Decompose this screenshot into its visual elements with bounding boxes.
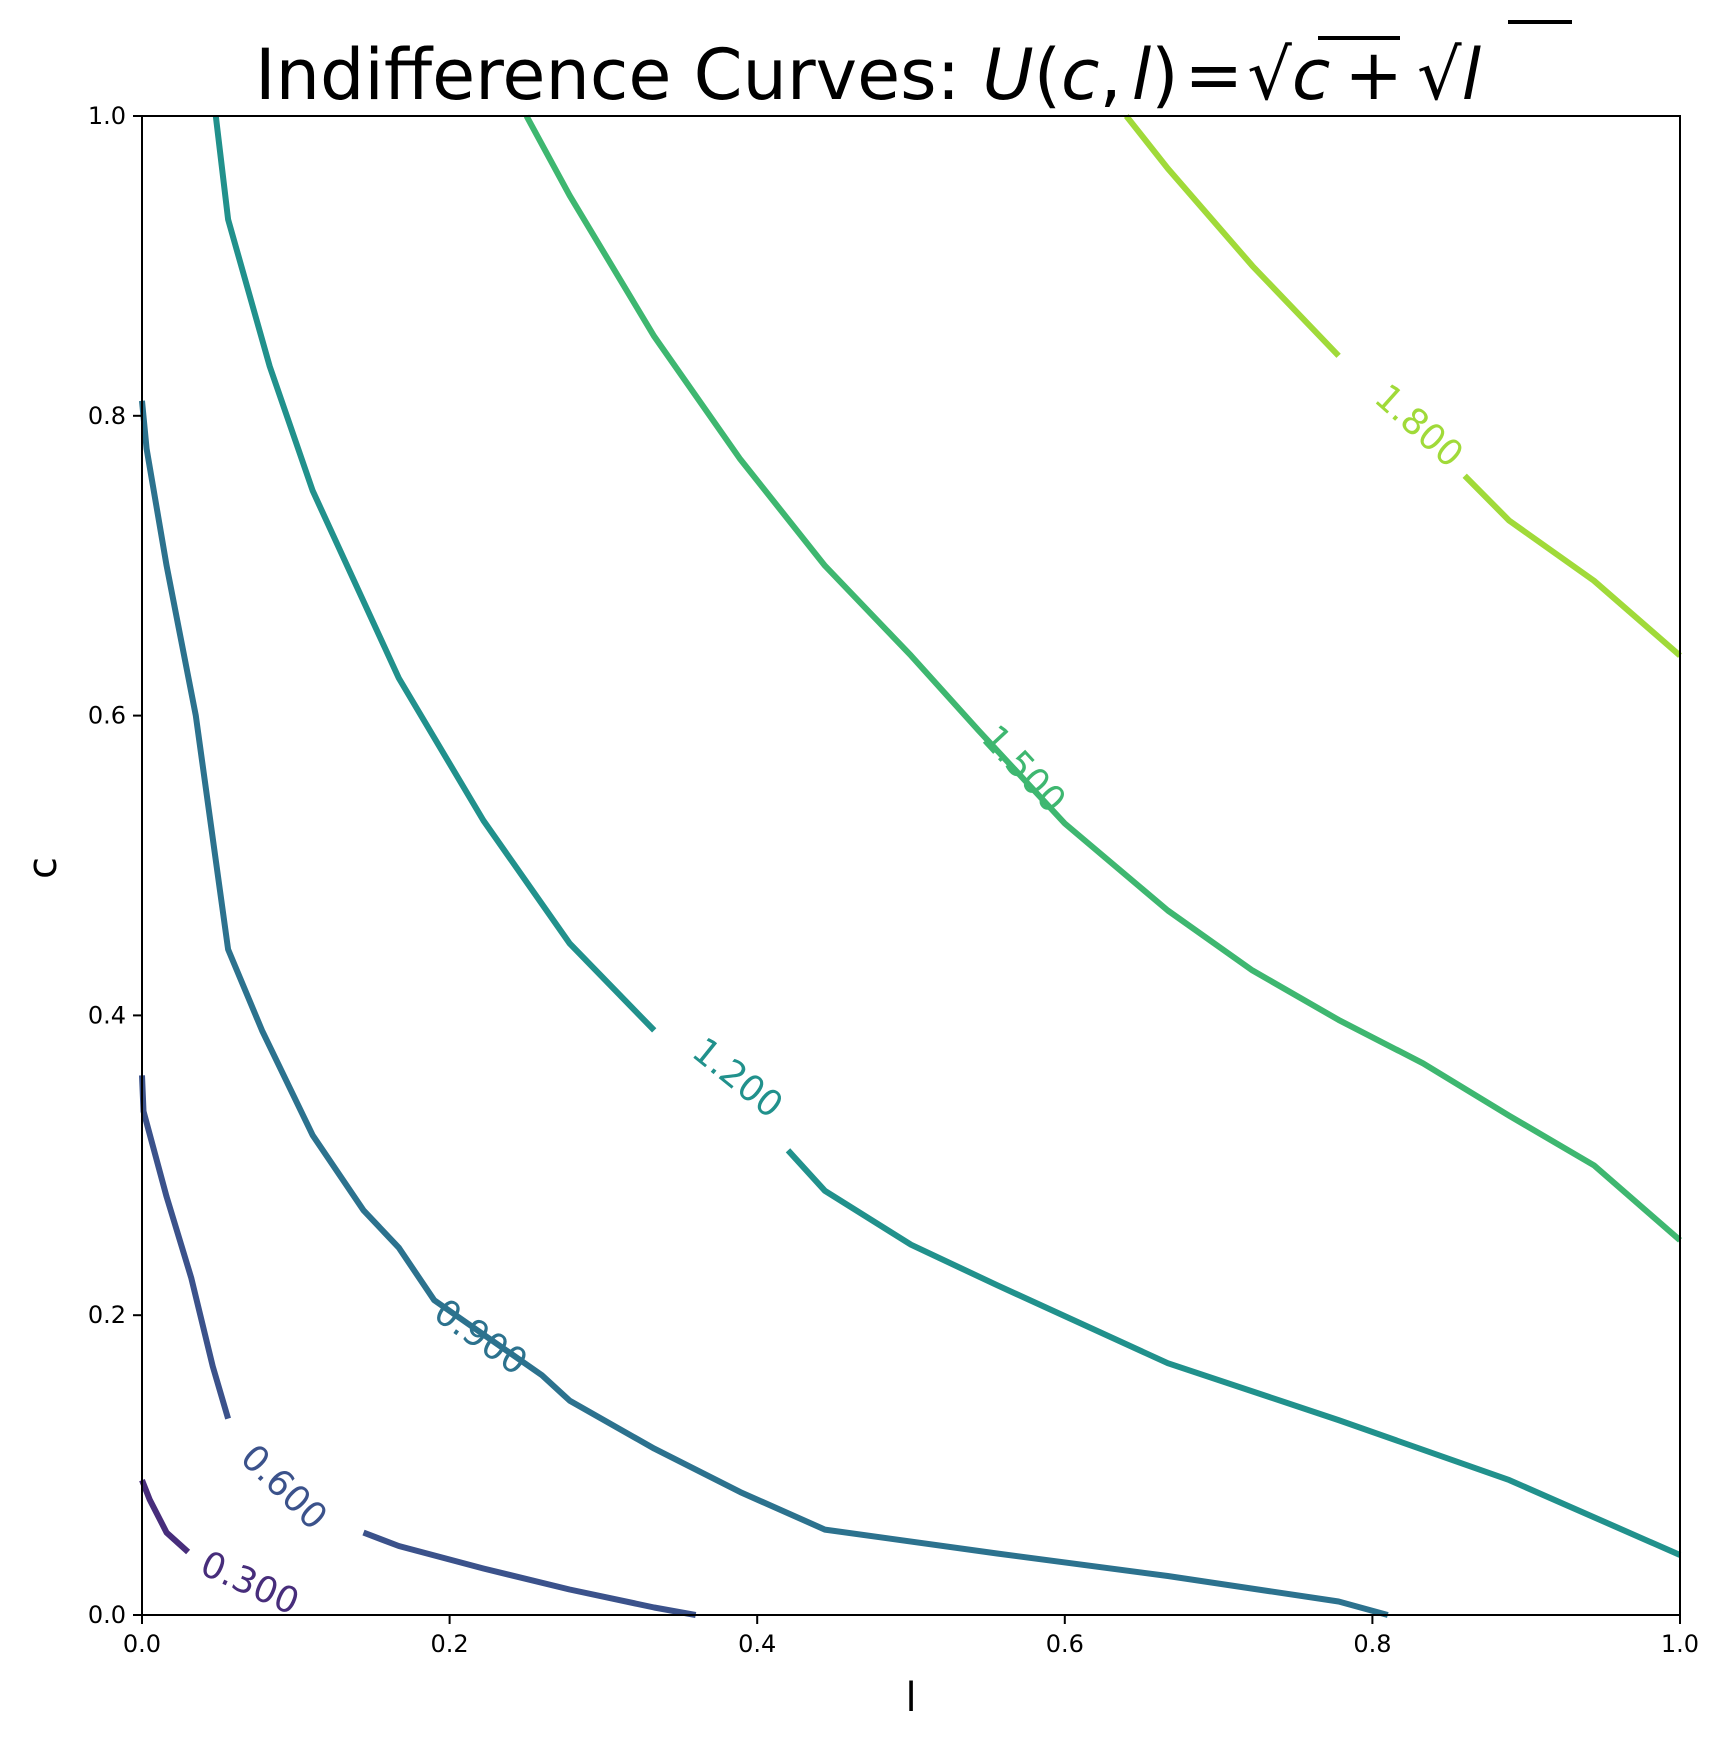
x-tick-label: 0.8 xyxy=(1353,1630,1391,1658)
indifference-curve-0.600 xyxy=(139,1075,231,1420)
title-comma: , xyxy=(1100,34,1122,116)
x-tick-label: 0.2 xyxy=(431,1630,469,1658)
contour-label-1.800: 1.800 xyxy=(1366,377,1470,476)
contour-label-0.600: 0.600 xyxy=(232,1437,334,1538)
title-c: c xyxy=(1061,34,1100,116)
indifference-curve-1.200 xyxy=(212,115,657,1033)
indifference-curve-0.900 xyxy=(139,400,1389,1618)
title-plus: + xyxy=(1344,34,1403,116)
x-tick-label: 1.0 xyxy=(1661,1630,1699,1658)
y-axis-label: c xyxy=(20,857,66,879)
indifference-curve-1.800 xyxy=(1123,114,1341,358)
y-tick-label: 0.4 xyxy=(88,1001,126,1029)
title-close-paren: ) xyxy=(1151,34,1178,116)
indifference-curve-1.800 xyxy=(1462,473,1682,658)
contour-curves xyxy=(139,114,1682,1618)
title-prefix: Indifference Curves: xyxy=(255,34,982,116)
y-tick-label: 0.6 xyxy=(88,702,126,730)
title-u: U xyxy=(982,34,1033,116)
x-axis-label: l xyxy=(905,1675,916,1721)
indifference-curve-1.500 xyxy=(523,114,1682,1243)
indifference-curve-0.600 xyxy=(362,1529,697,1618)
chart-title: Indifference Curves: U(c, l)=√c + √l xyxy=(255,34,1482,116)
contour-label-1.200: 1.200 xyxy=(684,1030,790,1127)
indifference-curve-1.200 xyxy=(785,1148,1682,1558)
title-sqrt-1: √ xyxy=(1247,34,1292,116)
indifference-curve-0.300 xyxy=(139,1478,191,1555)
contour-label-0.900: 0.900 xyxy=(426,1291,534,1383)
plot-frame xyxy=(141,115,1681,1616)
contour-label-0.300: 0.300 xyxy=(194,1543,305,1623)
title-open-paren: ( xyxy=(1034,34,1061,116)
x-axis-ticks: 0.0 0.2 0.4 0.6 0.8 1.0 xyxy=(123,1615,1699,1658)
title-c2: c xyxy=(1292,34,1331,116)
contour-label-1.500: 1.500 xyxy=(973,718,1073,821)
title-sqrt-2: √ xyxy=(1417,34,1462,116)
y-tick-label: 0.0 xyxy=(88,1601,126,1629)
x-tick-label: 0.6 xyxy=(1046,1630,1084,1658)
y-tick-label: 1.0 xyxy=(88,102,126,130)
y-axis-ticks: 0.0 0.2 0.4 0.6 0.8 1.0 xyxy=(88,102,142,1629)
title-l2: l xyxy=(1462,34,1482,116)
y-tick-label: 0.2 xyxy=(88,1301,126,1329)
title-equals: = xyxy=(1185,34,1244,116)
title-l: l xyxy=(1132,34,1152,116)
y-tick-label: 0.8 xyxy=(88,402,126,430)
x-tick-label: 0.4 xyxy=(738,1630,776,1658)
x-tick-label: 0.0 xyxy=(123,1630,161,1658)
